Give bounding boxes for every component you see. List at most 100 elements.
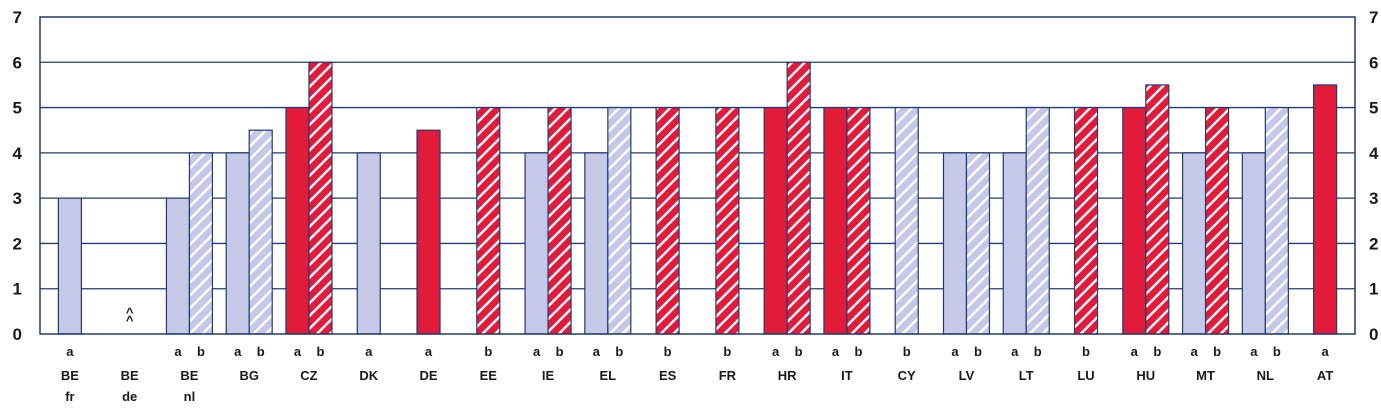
bar — [1264, 106, 1289, 335]
bar-label: b — [1153, 344, 1161, 359]
bar — [225, 152, 250, 335]
bar-marker: ^ — [126, 305, 134, 320]
bar — [308, 61, 333, 335]
country-label: IE — [542, 368, 555, 383]
y-tick-left: 7 — [13, 8, 22, 27]
bar — [248, 129, 273, 335]
y-tick-right: 3 — [1369, 189, 1378, 208]
bar-label: a — [234, 344, 242, 359]
bar — [584, 152, 609, 335]
y-tick-right: 1 — [1369, 280, 1378, 299]
bar-label: b — [484, 344, 492, 359]
bar — [285, 106, 310, 335]
country-label: LV — [959, 368, 975, 383]
bar-label: a — [593, 344, 601, 359]
bar-label: b — [903, 344, 911, 359]
bar-label: b — [1213, 344, 1221, 359]
y-tick-left: 2 — [13, 234, 22, 253]
bar-label: a — [533, 344, 541, 359]
bar — [965, 152, 991, 335]
bar-label: a — [1131, 344, 1139, 359]
bar-label: a — [294, 344, 302, 359]
bar-marker: ^ — [126, 313, 134, 328]
bar — [1313, 84, 1338, 335]
y-tick-right: 5 — [1369, 99, 1378, 118]
country-label: CY — [898, 368, 916, 383]
bar — [763, 106, 788, 335]
bar-label: b — [854, 344, 862, 359]
country-label: LT — [1019, 368, 1034, 383]
bar — [846, 106, 871, 335]
bar — [655, 106, 680, 335]
country-label: HU — [1136, 368, 1155, 383]
country-sublabel: de — [122, 389, 137, 404]
country-label: DK — [359, 368, 378, 383]
bar-label: b — [723, 344, 731, 359]
bar-label: b — [317, 344, 325, 359]
y-tick-right: 6 — [1369, 53, 1378, 72]
country-label: AT — [1317, 368, 1333, 383]
bar-label: b — [1034, 344, 1042, 359]
y-axis-ticks: 0 0 1 1 2 2 3 3 4 4 5 5 6 6 7 7 — [13, 8, 1379, 344]
country-label: BE — [121, 368, 139, 383]
y-tick-left: 1 — [13, 280, 22, 299]
bar — [416, 129, 441, 335]
bar — [1122, 106, 1147, 335]
plot-frame — [39, 16, 1356, 335]
bar — [476, 106, 501, 335]
bar — [1181, 152, 1207, 335]
bar-label: b — [556, 344, 564, 359]
bar-label: a — [772, 344, 780, 359]
bar-label: a — [1190, 344, 1198, 359]
bar — [1204, 106, 1230, 335]
bar — [1145, 84, 1170, 335]
bar-label: a — [1321, 344, 1329, 359]
y-tick-right: 0 — [1369, 325, 1378, 344]
bar — [607, 106, 632, 335]
bar — [1002, 152, 1027, 335]
bar-label: a — [951, 344, 959, 359]
y-tick-left: 5 — [13, 99, 22, 118]
bar-label: a — [1250, 344, 1258, 359]
country-label: EL — [600, 368, 617, 383]
bar-label: b — [795, 344, 803, 359]
country-label: ES — [659, 368, 677, 383]
country-label: CZ — [300, 368, 317, 383]
bar-label: a — [1011, 344, 1019, 359]
y-tick-left: 0 — [13, 325, 22, 344]
y-tick-right: 4 — [1369, 144, 1379, 163]
bar-label: a — [66, 344, 74, 359]
y-tick-left: 3 — [13, 189, 22, 208]
bar — [823, 106, 848, 335]
country-sublabel: nl — [184, 389, 196, 404]
bar — [1073, 106, 1099, 335]
bar — [57, 197, 82, 335]
bar-label: a — [174, 344, 182, 359]
bar-label: a — [832, 344, 840, 359]
plot-border — [39, 16, 1356, 335]
bar-label: a — [425, 344, 433, 359]
y-tick-left: 4 — [13, 144, 23, 163]
bar-label: b — [974, 344, 982, 359]
bar-label: b — [615, 344, 623, 359]
country-label: BE — [180, 368, 198, 383]
country-label: HR — [778, 368, 797, 383]
bar — [547, 106, 572, 335]
y-tick-right: 2 — [1369, 234, 1378, 253]
y-tick-right: 7 — [1369, 8, 1378, 27]
country-label: BG — [239, 368, 259, 383]
country-label: IT — [841, 368, 853, 383]
bars: ^^ — [57, 61, 1338, 335]
bar-label: b — [197, 344, 205, 359]
bar-label: b — [1273, 344, 1281, 359]
bar-label: b — [1082, 344, 1090, 359]
y-tick-left: 6 — [13, 53, 22, 72]
bar-label: b — [664, 344, 672, 359]
bar-label: a — [365, 344, 373, 359]
bar — [894, 106, 919, 335]
bar — [188, 152, 214, 335]
country-label: LU — [1077, 368, 1094, 383]
country-label: MT — [1196, 368, 1215, 383]
